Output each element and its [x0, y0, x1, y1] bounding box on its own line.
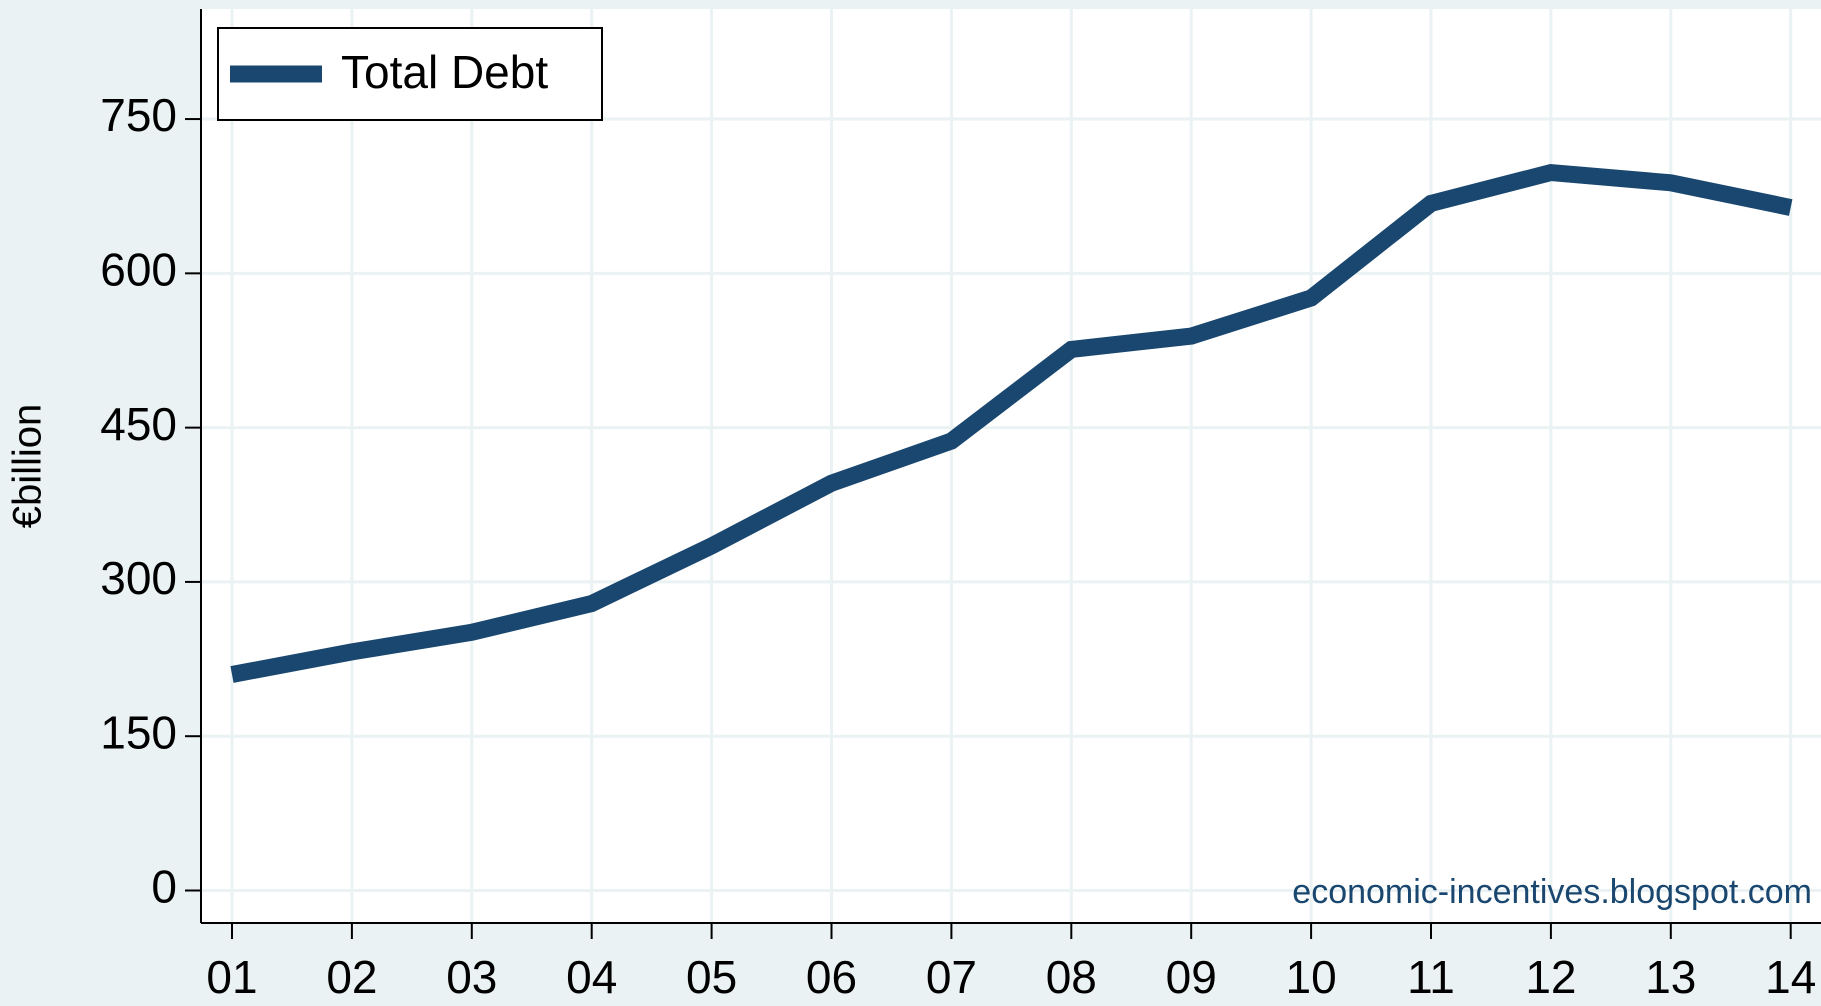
- x-tick-label: 14: [1765, 951, 1816, 1003]
- annotation: economic-incentives.blogspot.com: [1292, 873, 1812, 911]
- grid: [201, 9, 1821, 923]
- y-tick-label: 300: [100, 552, 177, 604]
- legend: Total Debt: [217, 27, 603, 121]
- y-axis-label: €billion: [6, 404, 50, 529]
- plot-area: [201, 9, 1821, 923]
- x-tick-label: 08: [1046, 951, 1097, 1003]
- y-tick-label: 0: [151, 861, 177, 913]
- x-tick-label: 02: [326, 951, 377, 1003]
- x-tick-label: 05: [686, 951, 737, 1003]
- y-tick-label: 750: [100, 89, 177, 141]
- x-tick-label: 11: [1407, 951, 1455, 1003]
- x-tick-label: 10: [1286, 951, 1337, 1003]
- x-tick-label: 03: [446, 951, 497, 1003]
- x-tick-label: 06: [806, 951, 857, 1003]
- y-tick-label: 450: [100, 398, 177, 450]
- x-tick-label: 12: [1525, 951, 1576, 1003]
- y-tick-label: 600: [100, 244, 177, 296]
- y-tick-label: 150: [100, 706, 177, 758]
- x-tick-label: 07: [926, 951, 977, 1003]
- x-tick-label: 04: [566, 951, 617, 1003]
- marks: [230, 163, 1793, 683]
- x-tick-label: 13: [1645, 951, 1696, 1003]
- x-tick-label: 09: [1166, 951, 1217, 1003]
- x-tick-label: 01: [206, 951, 257, 1003]
- legend-label: Total Debt: [341, 46, 548, 98]
- data-line: [230, 163, 1793, 683]
